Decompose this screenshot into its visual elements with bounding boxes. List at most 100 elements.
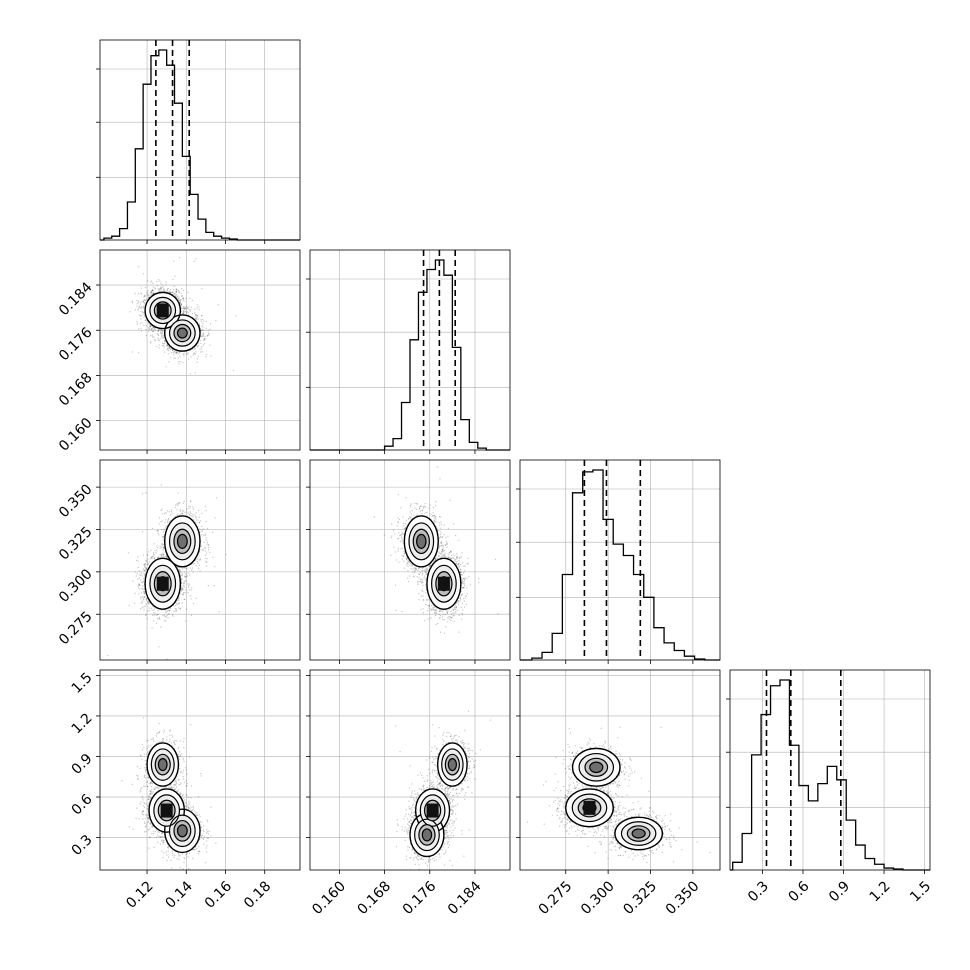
sample-point (215, 319, 217, 322)
sample-point (151, 614, 154, 616)
sample-point (179, 302, 181, 305)
sample-point (148, 297, 150, 299)
sample-point (161, 342, 164, 344)
sample-point (157, 546, 159, 549)
sample-point (189, 350, 192, 352)
sample-point (159, 547, 161, 550)
sample-point (163, 538, 165, 540)
sample-point (138, 570, 140, 572)
sample-point (153, 292, 155, 295)
sample-point (163, 289, 165, 291)
sample-point (153, 327, 156, 329)
sample-point (163, 539, 165, 542)
sample-point (204, 342, 206, 345)
sample-point (137, 556, 139, 558)
sample-point (144, 295, 146, 297)
sample-point (143, 595, 145, 598)
sample-point (159, 545, 161, 547)
sample-point (145, 603, 147, 606)
sample-point (187, 586, 190, 588)
sample-point (167, 291, 170, 293)
sample-point (147, 280, 149, 282)
sample-point (140, 315, 142, 317)
sample-point (140, 311, 142, 313)
contour-line (164, 314, 201, 352)
sample-point (189, 310, 192, 312)
sample-point (157, 532, 159, 534)
sample-point (138, 584, 140, 586)
sample-point (160, 282, 162, 284)
sample-point (137, 352, 140, 354)
sample-point (192, 563, 194, 565)
sample-point (186, 568, 188, 570)
sample-point (143, 578, 145, 580)
sample-point (166, 556, 168, 558)
sample-point (165, 281, 167, 283)
sample-point (132, 580, 134, 582)
sample-point (166, 524, 168, 526)
sample-point (184, 580, 186, 582)
sample-point (195, 597, 197, 599)
sample-point (153, 557, 156, 559)
sample-point (182, 289, 184, 291)
sample-point (179, 608, 181, 610)
sample-point (163, 334, 165, 336)
sample-point (180, 287, 183, 290)
sample-point (179, 301, 181, 303)
sample-point (158, 279, 160, 281)
sample-point (183, 311, 185, 313)
sample-point (202, 549, 204, 551)
sample-point (143, 299, 145, 301)
sample-point (168, 511, 171, 513)
sample-point (144, 615, 147, 617)
sample-point (147, 563, 149, 565)
sample-point (175, 352, 177, 355)
sample-point (166, 349, 168, 351)
sample-point (153, 292, 155, 295)
sample-point (187, 592, 189, 594)
sample-point (161, 554, 163, 556)
sample-point (169, 292, 171, 294)
sample-point (210, 355, 212, 357)
sample-point (188, 306, 190, 308)
sample-point (144, 591, 146, 593)
sample-point (168, 349, 170, 352)
sample-point (148, 603, 150, 605)
sample-point (141, 575, 143, 577)
sample-point (205, 537, 207, 539)
sample-point (143, 592, 145, 594)
sample-point (181, 295, 183, 297)
sample-point (184, 310, 187, 313)
sample-point (180, 572, 182, 574)
sample-point (174, 357, 176, 359)
sample-point (202, 333, 204, 335)
sample-point (137, 309, 139, 311)
sample-point (151, 325, 153, 327)
sample-point (194, 318, 197, 320)
sample-point (156, 613, 158, 615)
sample-point (178, 570, 180, 572)
sample-point (206, 543, 208, 545)
sample-point (176, 604, 178, 606)
sample-point (146, 560, 148, 562)
sample-point (182, 307, 184, 309)
sample-point (192, 354, 194, 356)
panel-frame (309, 249, 511, 451)
sample-point (177, 297, 180, 300)
sample-point (182, 587, 184, 589)
sample-point (153, 330, 155, 332)
sample-point (144, 299, 147, 302)
sample-point (164, 341, 166, 343)
contour-fill (177, 328, 188, 339)
sample-point (183, 592, 185, 594)
sample-point (143, 294, 145, 296)
sample-point (182, 312, 184, 315)
sample-point (166, 557, 168, 559)
sample-point (149, 326, 152, 328)
sample-point (171, 614, 174, 616)
sample-point (190, 512, 192, 514)
sample-point (153, 552, 155, 554)
sample-point (159, 290, 161, 292)
sample-point (150, 291, 152, 293)
sample-point (149, 335, 152, 337)
